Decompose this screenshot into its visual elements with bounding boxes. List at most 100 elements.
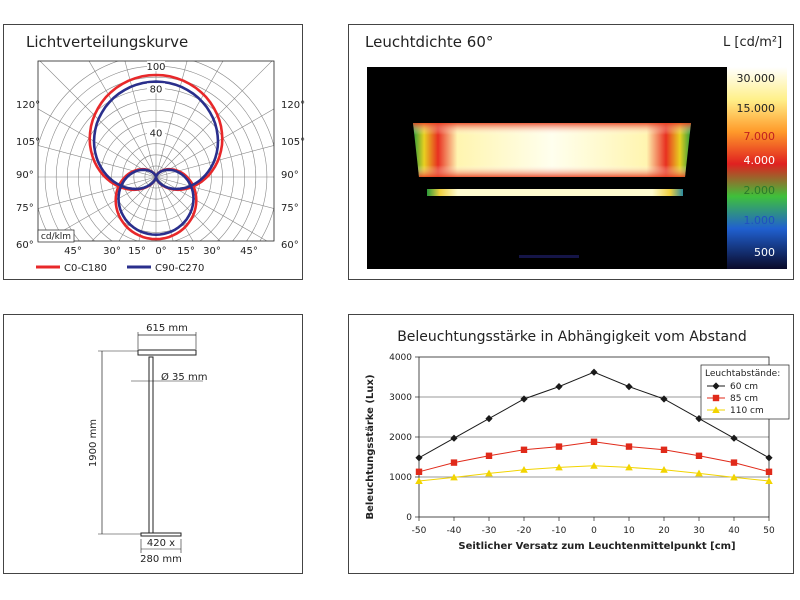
polar-angle-left: 75° (16, 203, 34, 214)
polar-chart-title: Lichtverteilungskurve (26, 33, 189, 51)
polar-tick-bg (147, 61, 165, 72)
series-point-3 (520, 466, 528, 473)
polar-angle-bottom: 30° (203, 246, 221, 257)
polar-spoke (39, 61, 157, 178)
series-point-3 (485, 469, 493, 477)
series-point-2 (765, 468, 773, 475)
line-legend-marker (712, 406, 720, 413)
polar-spoke (155, 176, 274, 209)
polar-chart: 40 80 100 120° 105° 90° 75° 60° 120° 105° 90° 75° 6… (16, 60, 305, 274)
polar-grid (37, 60, 275, 242)
polar-angle-right: 60° (281, 240, 299, 251)
line-x-tick-label: 10 (623, 526, 635, 536)
polar-angle-left: 90° (16, 170, 34, 181)
scale-value: 7.000 (744, 130, 776, 143)
polar-spoke (38, 145, 157, 178)
polar-grid-lines (38, 61, 274, 241)
polar-spoke (155, 176, 268, 241)
polar-tick-bg (147, 127, 165, 138)
illuminance-panel: Beleuchtungsstärke in Abhängigkeit vom A… (348, 314, 794, 574)
line-x-tick-label: 40 (728, 526, 740, 536)
luminaire-lower-strip (427, 189, 683, 196)
line-y-tick-label: 3000 (389, 393, 412, 403)
polar-angle-right: 105° (281, 137, 305, 148)
line-legend-label: 85 cm (730, 394, 758, 404)
line-x-tick-label: -10 (552, 526, 567, 536)
polar-angle-bottom: 15° (128, 246, 146, 257)
dimension-panel: 615 mm Ø 35 mm 1900 mm 420 x 280 mm (3, 314, 303, 574)
series-point-3 (730, 473, 738, 481)
series-point-1 (660, 395, 668, 403)
luminance-panel: Leuchtdichte 60° L [cd/m²] (348, 24, 794, 280)
series-point-2 (695, 452, 703, 459)
line-chart-title: Beleuchtungsstärke in Abhängigkeit vom A… (397, 329, 747, 345)
polar-spoke (88, 61, 157, 178)
line-series (415, 368, 773, 484)
series-point-2 (590, 438, 598, 445)
line-legend-label: 60 cm (730, 382, 758, 392)
polar-spoke (155, 61, 188, 178)
polar-curves (88, 73, 224, 241)
line-chart: 0 1000 2000 3000 4000 -50 -40 -30 -20 -10 0 10 20 30 4… (365, 353, 790, 552)
polar-angle-left: 105° (16, 137, 40, 148)
scale-value: 500 (754, 246, 775, 259)
polar-angle-bottom: 0° (155, 246, 166, 257)
polar-angle-bottom: 45° (64, 246, 82, 257)
series-point-1 (730, 434, 738, 442)
line-legend-marker (712, 382, 720, 390)
light-distribution-panel: Lichtverteilungskurve 40 80 100 120° 105° 90… (3, 24, 305, 280)
pole-diameter-label: Ø 35 mm (161, 371, 207, 383)
polar-spoke (91, 176, 157, 241)
line-x-tick-label: -40 (447, 526, 462, 536)
line-x-tick-label: 0 (591, 526, 597, 536)
polar-spoke (155, 61, 224, 178)
head-width-label: 615 mm (146, 323, 188, 334)
series-point-1 (485, 415, 493, 423)
polar-angle-right: 90° (281, 170, 299, 181)
luminance-scale-label: L [cd/m²] (723, 35, 783, 50)
polar-angle-bottom: 30° (103, 246, 121, 257)
series-point-1 (555, 383, 563, 391)
scale-value: 30.000 (737, 72, 776, 85)
polar-spoke (155, 145, 274, 178)
polar-unit-label: cd/klm (41, 232, 71, 242)
luminance-scale-bar (727, 67, 787, 269)
line-x-axis-label: Seitlicher Versatz zum Leuchtenmittelpun… (458, 541, 735, 552)
series-point-1 (765, 454, 773, 462)
polar-radial-tick: 40 (150, 129, 163, 140)
polar-spoke (155, 108, 274, 178)
series-point-1 (450, 434, 458, 442)
height-label: 1900 mm (88, 419, 99, 467)
polar-angle-left: 120° (16, 100, 40, 111)
line-y-axis-label: Beleuchtungsstärke (Lux) (365, 374, 376, 519)
polar-tick-labels: 40 80 100 (146, 61, 166, 140)
polar-spoke (44, 176, 157, 241)
line-y-tick-label: 2000 (389, 433, 412, 443)
series-point-3 (695, 469, 703, 477)
line-legend-title: Leuchtabstände: (705, 369, 780, 379)
polar-spoke (124, 61, 157, 178)
luminaire-head (137, 349, 197, 356)
series-point-1 (415, 454, 423, 462)
polar-spoke (155, 176, 194, 241)
line-legend: Leuchtabstände: 60 cm 85 cm 110 cm (700, 364, 790, 420)
line-x-tick-label: 50 (763, 526, 775, 536)
polar-angle-right: 120° (281, 100, 305, 111)
line-legend-label: 110 cm (730, 406, 764, 416)
polar-legend: C0-C180 C90-C270 (36, 263, 204, 274)
polar-angle-left: 60° (16, 240, 34, 251)
dimension-drawing: 615 mm Ø 35 mm 1900 mm 420 x 280 mm (88, 323, 207, 565)
series-point-2 (485, 452, 493, 459)
series-point-2 (660, 446, 668, 453)
series-point-1 (625, 383, 633, 391)
polar-spoke (138, 176, 157, 241)
line-legend-marker (712, 394, 720, 402)
series-point-2 (555, 443, 563, 450)
line-x-tick-label: 20 (658, 526, 670, 536)
scale-value: 4.000 (744, 154, 776, 167)
series-point-1 (520, 395, 528, 403)
polar-spoke (155, 61, 273, 178)
series-point-3 (660, 466, 668, 473)
luminance-scale-values: 30.000 15.000 7.000 4.000 2.000 1.000 500 (737, 72, 776, 259)
line-y-tick-label: 0 (406, 513, 412, 523)
